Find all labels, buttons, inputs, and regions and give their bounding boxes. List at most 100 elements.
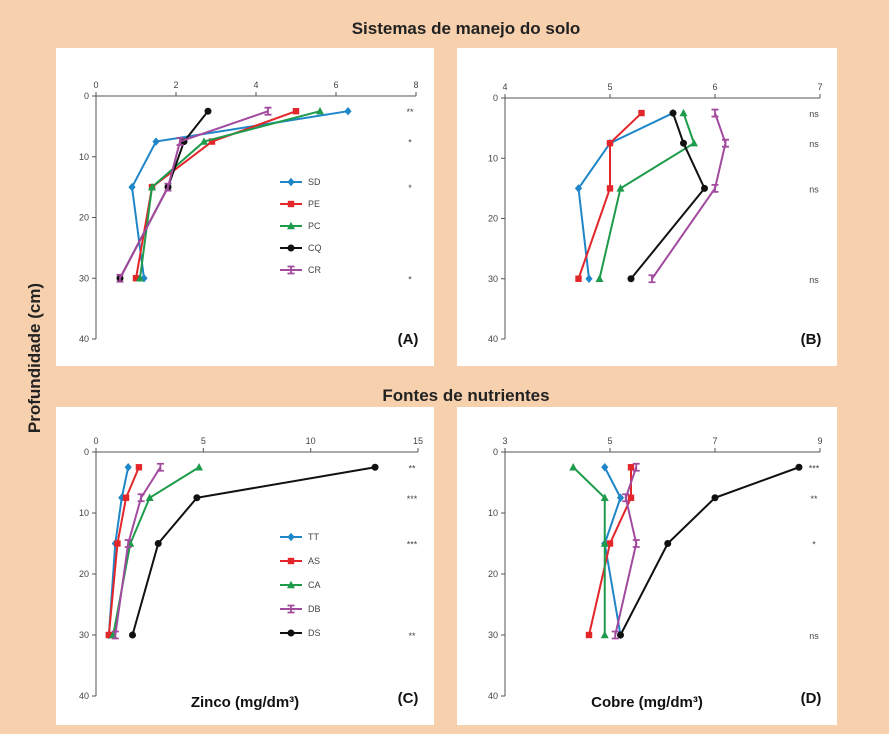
data-point-cq [669,109,677,117]
x-tick-label: 3 [502,436,507,446]
x-tick-label: 5 [201,436,206,446]
series-line-db [614,466,638,636]
y-tick-label: 0 [493,93,498,103]
data-point-ds [664,540,672,547]
data-point-pe [208,138,216,145]
data-point-cr [722,138,729,148]
data-point-pc [136,274,144,282]
data-point-pc [690,138,698,147]
data-point-db [156,462,164,472]
data-point-as [105,631,113,639]
x-tick-label: 7 [817,82,822,92]
legend: TT AS CA DB DS [280,532,321,638]
y-axis-label: Profundidade (cm) [25,283,44,433]
legend-label-tt: TT [308,532,319,542]
data-point-pe [638,109,645,117]
series-line-db [114,466,162,636]
data-point-as [627,494,635,501]
y-tick-label: 40 [79,334,89,344]
panel-b: 4 5 6 7 0 10 20 30 40 ns ns ns ns (B) [457,48,837,366]
y-tick-label: 10 [488,508,498,518]
data-point-ds [371,463,379,471]
y-tick-label: 40 [79,691,89,701]
x-tick-label: 4 [502,82,507,92]
significance-label: * [812,540,816,550]
data-point-sd [585,274,593,283]
data-point-db [137,493,145,503]
data-point-ds [193,494,201,502]
significance-label: ns [809,184,819,194]
section-title-bottom: Fontes de nutrientes [382,386,549,405]
legend: SD PE PC CQ CR [280,177,322,275]
panel-background [457,407,837,725]
data-point-db [632,462,640,472]
series-line-tt [107,467,130,636]
panel-background [56,407,434,725]
x-axis-title: Cobre (mg/dm³) [591,694,703,711]
legend-marker-as [287,557,295,565]
y-tick-label: 0 [84,91,89,101]
data-point-as [135,464,143,471]
x-tick-label: 10 [306,436,316,446]
legend-marker-pe [287,200,295,208]
data-point-cq [204,107,212,115]
data-point-ds [617,631,624,639]
series-line-tt [603,466,622,636]
x-tick-label: 8 [413,80,418,90]
x-tick-label: 0 [93,436,98,446]
series-line-cr [651,112,727,280]
data-point-cr [648,274,656,284]
data-point-ca [195,463,204,471]
data-point-ds [128,631,136,639]
data-point-pc [679,108,688,117]
y-tick-label: 10 [79,152,89,162]
data-point-cq [701,184,708,192]
data-point-ds [795,463,803,471]
series-line-ds [619,466,800,636]
x-tick-label: 5 [607,436,612,446]
data-point-db [622,493,630,503]
data-point-ca [600,539,609,547]
x-tick-label: 6 [712,82,717,92]
y-tick-label: 30 [488,630,498,640]
data-point-ca [600,630,609,639]
data-point-pc [616,184,625,192]
data-point-pe [575,275,582,282]
data-point-cq [680,139,687,147]
series-line-sd [577,112,674,279]
significance-label: *** [407,540,418,550]
data-point-pc [316,106,324,115]
significance-label: ** [810,494,818,504]
data-point-db [632,539,640,548]
significance-label: ns [809,139,819,149]
series-line-ca [572,466,606,635]
x-tick-label: 15 [413,436,423,446]
series-line-ds [131,466,376,636]
series-line-pc [598,112,696,279]
legend-label-as: AS [308,556,320,566]
data-point-pe [292,107,300,115]
data-point-pc [200,137,208,145]
x-tick-label: 5 [607,82,612,92]
panel-letter: (B) [801,331,822,348]
legend-label-cr: CR [308,265,321,275]
data-point-as [606,540,614,547]
legend-marker-ca [287,580,295,589]
y-tick-label: 40 [488,691,498,701]
y-tick-label: 20 [79,213,89,223]
y-tick-label: 20 [488,569,498,579]
series-line-pe [577,112,643,280]
y-tick-label: 30 [79,273,89,283]
significance-label: ** [408,463,416,473]
data-point-ds [154,540,162,547]
data-point-cr [176,137,184,146]
significance-label: * [408,138,412,148]
data-point-ca [569,463,578,471]
significance-label: *** [407,494,418,504]
data-point-as [122,494,130,501]
y-tick-label: 10 [488,153,498,163]
data-point-sd [152,137,160,146]
